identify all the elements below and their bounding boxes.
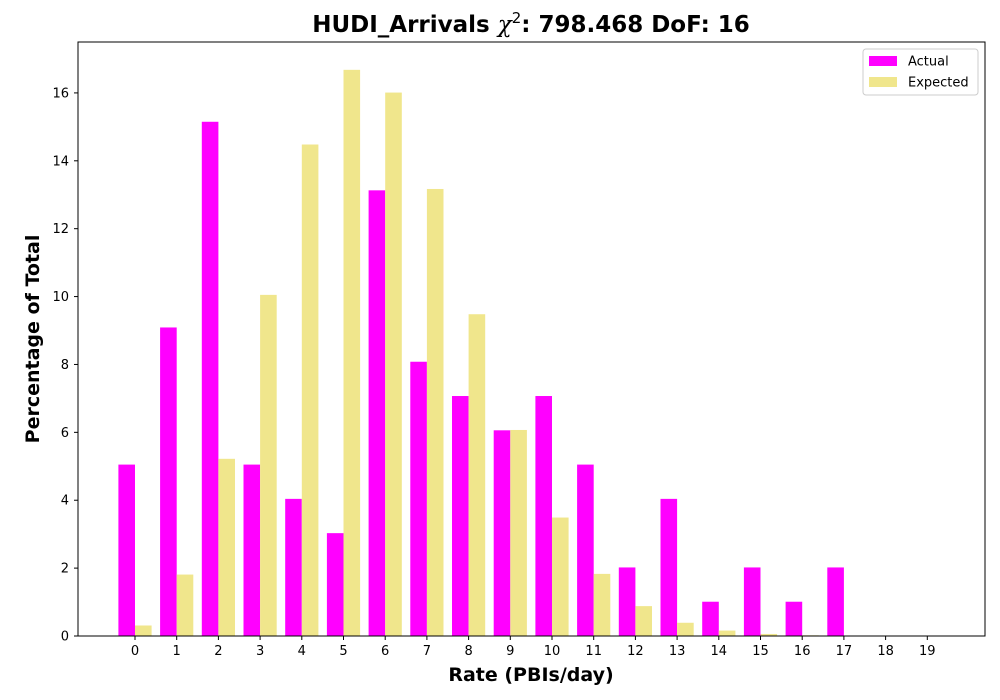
- y-tick-label: 16: [52, 86, 69, 101]
- ticks-layer: 0 1 2 3 4 5 6 7 8 9 10 11 12 13 14 15 16 17 18 190246810121…: [52, 86, 935, 659]
- bar-actual-1: [160, 327, 177, 636]
- x-tick-label: 14: [711, 644, 728, 659]
- legend-label-actual: Actual: [908, 55, 949, 70]
- y-tick-label: 2: [61, 562, 69, 577]
- bar-expected-15: [760, 633, 778, 636]
- bar-expected-13: [677, 622, 694, 636]
- x-tick-label: 13: [669, 644, 686, 659]
- bar-expected-12: [635, 606, 652, 636]
- bar-expected-14: [718, 630, 736, 636]
- bar-actual-5: [326, 533, 344, 636]
- legend-swatch-actual: [869, 56, 897, 66]
- y-axis-label: Percentage of Total: [22, 235, 44, 444]
- x-tick-label: 6: [381, 644, 389, 659]
- bar-actual-13: [660, 498, 678, 636]
- x-tick-label: 10: [544, 644, 561, 659]
- chart-title-stats: : 798.468 DoF: 16: [521, 12, 750, 38]
- x-tick-label: 12: [627, 644, 644, 659]
- bar-expected-5: [343, 69, 361, 636]
- axes-layer: [77, 41, 986, 637]
- bar-expected-9: [510, 429, 527, 636]
- bar-actual-7: [410, 361, 427, 636]
- bar-expected-8: [468, 314, 486, 636]
- bar-actual-8: [452, 396, 469, 636]
- y-tick-label: 8: [61, 358, 69, 373]
- legend: Actual Expected: [862, 48, 979, 96]
- x-tick-label: 19: [919, 644, 936, 659]
- bar-expected-2: [218, 458, 235, 636]
- bar-actual-15: [743, 567, 761, 636]
- y-tick-label: 12: [52, 222, 69, 237]
- legend-label-expected: Expected: [908, 76, 969, 91]
- x-tick-label: 9: [506, 644, 514, 659]
- x-tick-label: 7: [423, 644, 431, 659]
- bar-actual-2: [201, 121, 219, 636]
- bar-expected-0: [135, 625, 152, 636]
- x-tick-label: 3: [256, 644, 264, 659]
- bar-expected-10: [552, 517, 569, 636]
- bar-actual-14: [702, 601, 719, 636]
- x-tick-label: 0: [131, 644, 139, 659]
- legend-swatch-expected: [869, 77, 897, 87]
- y-tick-label: 6: [61, 426, 69, 441]
- bar-actual-10: [535, 396, 552, 636]
- bar-actual-17: [827, 567, 844, 636]
- bar-actual-11: [577, 464, 594, 636]
- x-tick-label: 8: [464, 644, 472, 659]
- y-tick-label: 10: [52, 290, 69, 305]
- bar-actual-6: [368, 190, 386, 636]
- bar-expected-1: [176, 574, 194, 636]
- bar-expected-4: [301, 144, 319, 636]
- chart-title-chi-symbol: χ: [496, 12, 514, 38]
- bar-actual-4: [285, 498, 302, 636]
- bar-actual-12: [618, 567, 636, 636]
- x-tick-label: 17: [836, 644, 853, 659]
- x-tick-label: 2: [214, 644, 222, 659]
- bar-actual-9: [493, 430, 511, 636]
- x-tick-label: 16: [794, 644, 811, 659]
- x-tick-label: 15: [752, 644, 769, 659]
- bar-expected-11: [593, 573, 611, 636]
- x-tick-label: 4: [298, 644, 306, 659]
- y-tick-label: 4: [61, 494, 69, 509]
- bar-actual-16: [785, 601, 803, 636]
- bar-expected-6: [385, 92, 402, 636]
- bar-expected-7: [426, 188, 444, 636]
- chart-title: HUDI_Arrivals χ2: 798.468 DoF: 16: [312, 9, 750, 38]
- y-tick-label: 0: [61, 630, 69, 645]
- chart-title-superscript: 2: [512, 9, 522, 27]
- x-tick-label: 11: [585, 644, 602, 659]
- x-tick-label: 1: [173, 644, 181, 659]
- bar-actual-0: [118, 464, 135, 636]
- bar-actual-3: [243, 464, 261, 636]
- bars-layer: [118, 69, 861, 636]
- plot-frame: [77, 41, 986, 637]
- y-tick-label: 14: [52, 154, 69, 169]
- bar-expected-3: [260, 294, 277, 636]
- x-axis-label: Rate (PBIs/day): [448, 664, 613, 686]
- x-tick-label: 5: [339, 644, 347, 659]
- x-tick-label: 18: [877, 644, 894, 659]
- chart-title-name: HUDI_Arrivals: [312, 12, 490, 38]
